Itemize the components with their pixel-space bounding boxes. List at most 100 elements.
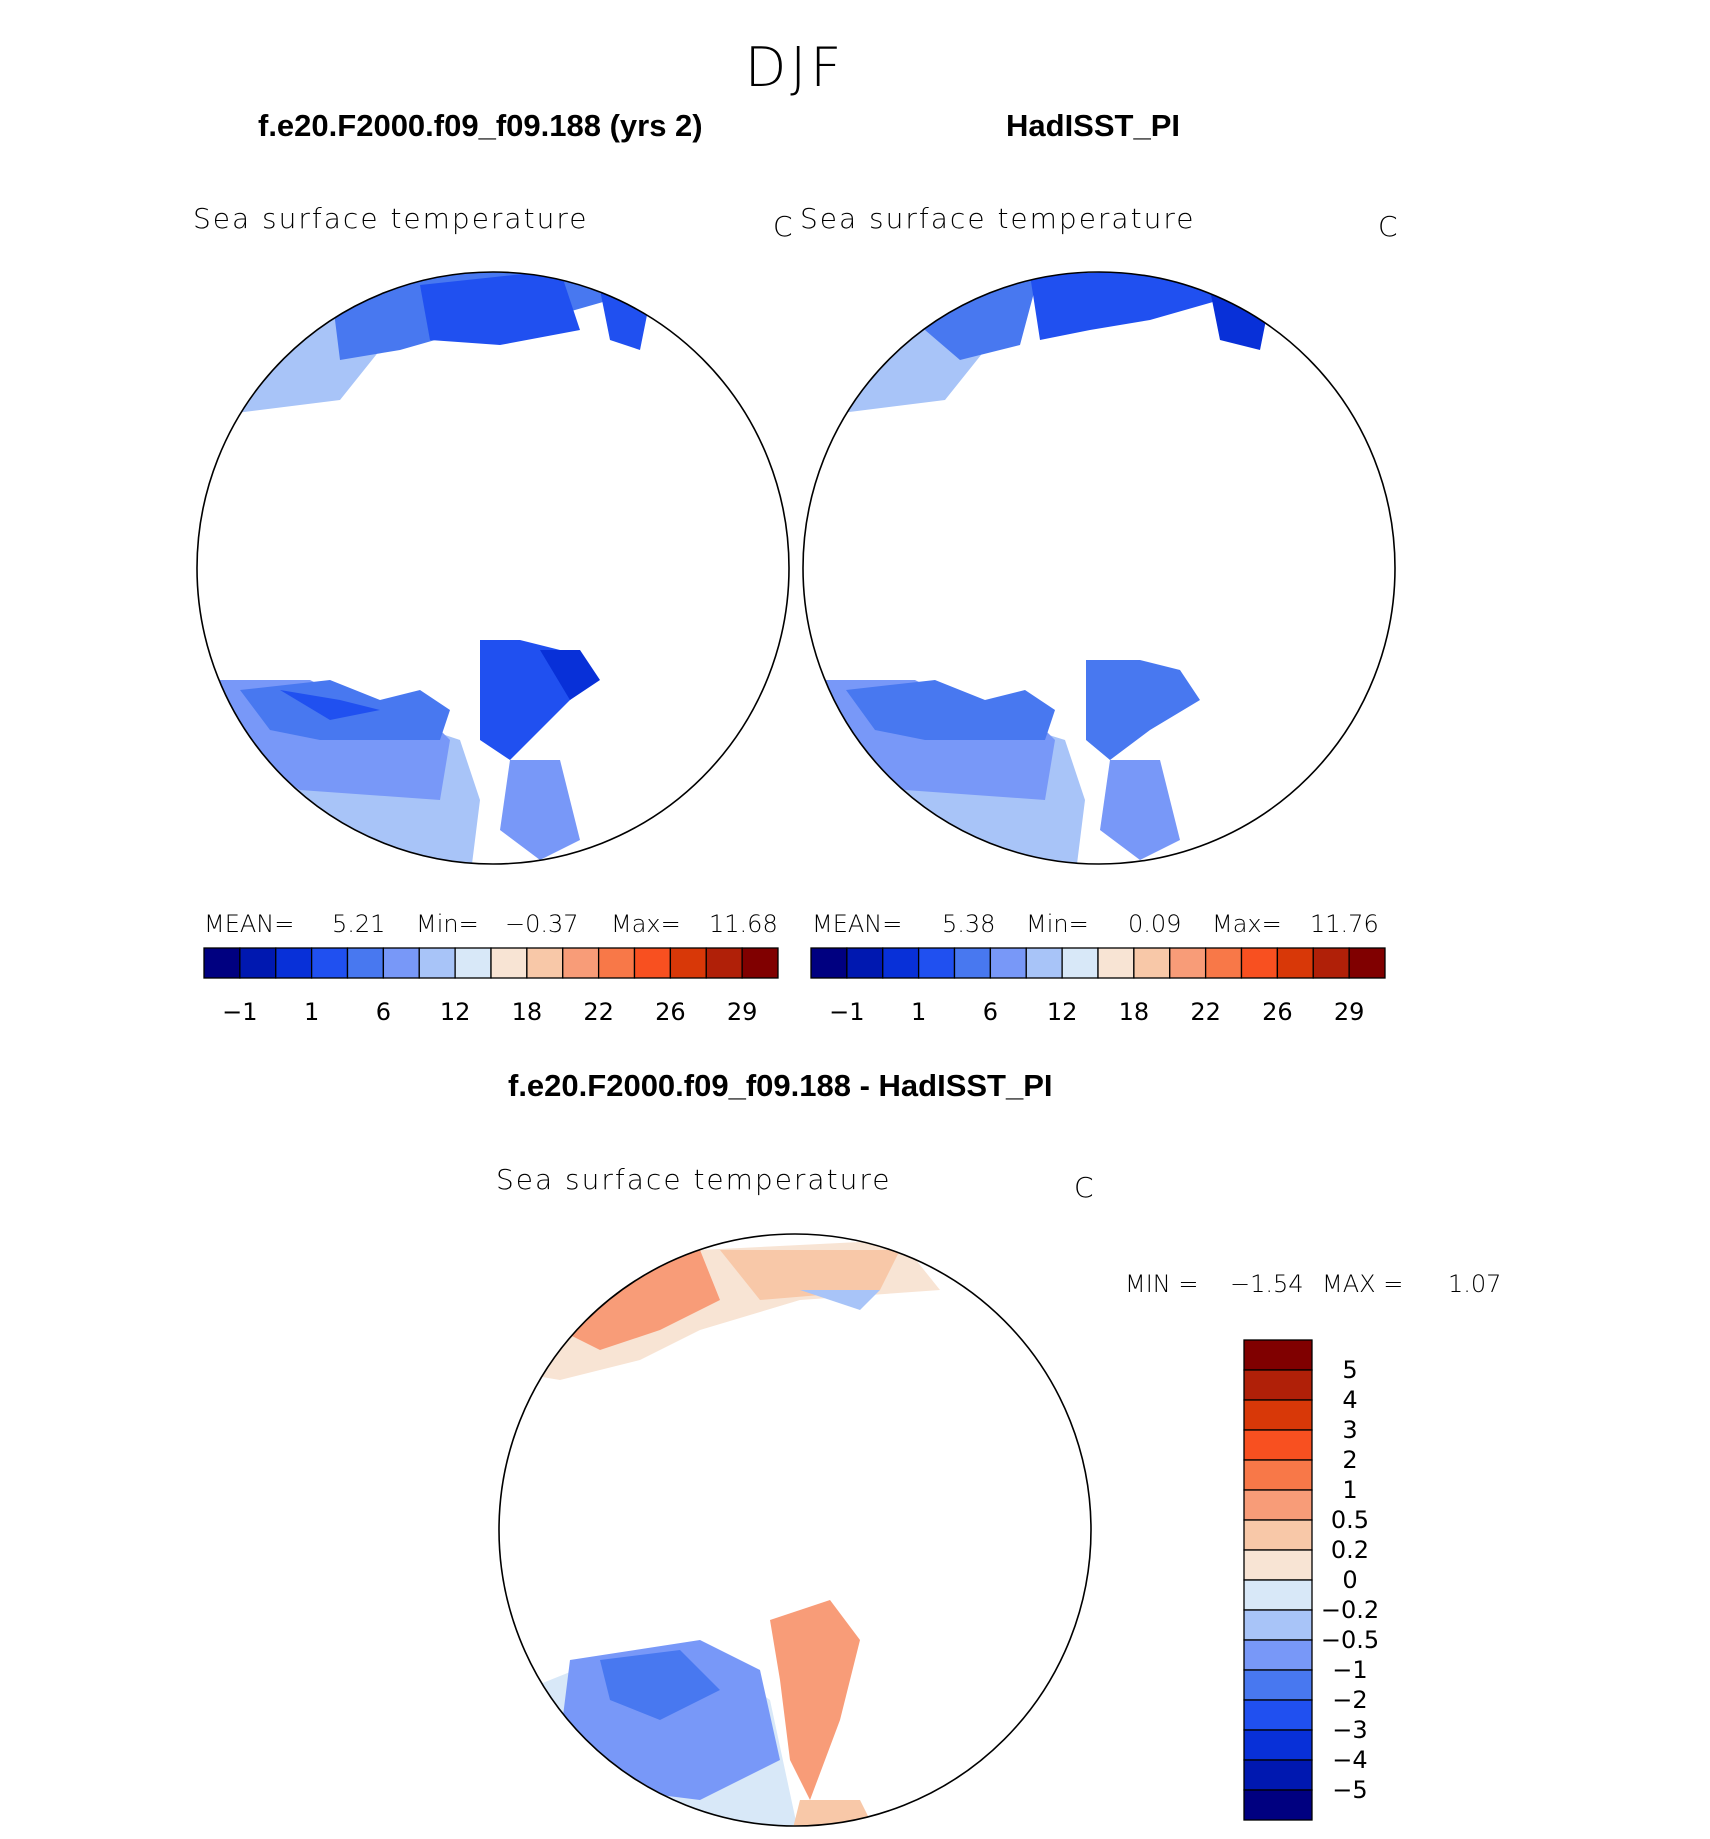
- colorbar-panel2-tick-label: −1: [829, 998, 864, 1026]
- panel2-title: HadISST_PI: [1006, 108, 1180, 143]
- colorbar-panel1-tick-label: 6: [376, 998, 391, 1026]
- colorbar-panel3-swatch: [1243, 1729, 1313, 1761]
- colorbar-panel3-swatch: [1243, 1639, 1313, 1671]
- panel3-max-label: MAX =: [1322, 1270, 1404, 1298]
- colorbar-panel2-swatch: [989, 947, 1027, 979]
- map-panel2: [802, 271, 1396, 865]
- colorbar-panel1-swatch: [741, 947, 779, 979]
- panel1-mean-value: 5.21: [332, 910, 386, 938]
- colorbar-panel2: −1 1 6 12 18 22 26 29: [810, 947, 1386, 1026]
- colorbar-panel3-tick-label: −4: [1332, 1746, 1367, 1774]
- colorbar-panel3-tick-label: −1: [1332, 1656, 1367, 1684]
- colorbar-panel1-tick-label: 12: [440, 998, 471, 1026]
- colorbar-panel2-swatch: [1133, 947, 1171, 979]
- colorbar-panel3-tick-label: 0: [1342, 1566, 1357, 1594]
- colorbar-panel3-swatch: [1243, 1699, 1313, 1731]
- panel1-min-value: −0.37: [505, 910, 579, 938]
- colorbar-panel2-swatch: [1025, 947, 1063, 979]
- colorbar-panel1-swatch: [562, 947, 600, 979]
- colorbar-panel3-tick-label: 0.2: [1331, 1536, 1369, 1564]
- panel2-max-label: Max=: [1212, 910, 1282, 938]
- colorbar-panel3-swatch: [1243, 1789, 1313, 1821]
- colorbar-panel2-tick-label: 12: [1047, 998, 1078, 1026]
- colorbar-panel2-tick-label: 29: [1334, 998, 1365, 1026]
- panel1-min-label: Min=: [416, 910, 479, 938]
- colorbar-panel3-tick-label: 0.5: [1331, 1506, 1369, 1534]
- colorbar-panel2-swatch: [1240, 947, 1279, 979]
- colorbar-panel1: −1 1 6 12 18 22 26 29: [203, 947, 779, 1026]
- map-panel1-border: [196, 271, 790, 865]
- panel3-max-value: 1.07: [1448, 1270, 1502, 1298]
- panel2-variable: Sea surface temperature: [800, 202, 1196, 235]
- colorbar-panel1-swatch: [239, 947, 277, 979]
- colorbar-panel1-swatch: [382, 947, 420, 979]
- colorbar-panel3-tick-label: −0.5: [1321, 1626, 1379, 1654]
- panel3-title: f.e20.F2000.f09_f09.188 - HadISST_PI: [508, 1068, 1053, 1103]
- panel2-min-label: Min=: [1026, 910, 1089, 938]
- colorbar-panel1-swatch: [454, 947, 492, 979]
- panel2-mean-label: MEAN=: [812, 910, 903, 938]
- panel1-units: C: [773, 210, 795, 243]
- colorbar-panel2-swatch: [1348, 947, 1386, 979]
- colorbar-panel2-swatch: [1204, 947, 1243, 979]
- map-panel1: [196, 271, 790, 865]
- map-panel3: [498, 1233, 1092, 1827]
- colorbar-panel3-swatch: [1243, 1369, 1313, 1401]
- map-panel3-border: [498, 1233, 1092, 1827]
- colorbar-panel3-swatch: [1243, 1459, 1313, 1491]
- colorbar-panel1-swatch: [310, 947, 349, 979]
- colorbar-panel3-swatch: [1243, 1489, 1313, 1521]
- colorbar-panel3-swatch: [1243, 1429, 1313, 1461]
- colorbar-panel3-tick-label: 4: [1342, 1386, 1357, 1414]
- colorbar-panel3-swatch: [1243, 1519, 1313, 1551]
- colorbar-panel1-tick-label: −1: [222, 998, 257, 1026]
- map-panel2-field: [803, 272, 1270, 864]
- colorbar-panel2-tick-label: 6: [983, 998, 998, 1026]
- panel3-min-value: −1.54: [1230, 1270, 1304, 1298]
- colorbar-panel2-swatch: [1097, 947, 1135, 979]
- map-panel2-border: [802, 271, 1396, 865]
- colorbar-panel1-swatch: [346, 947, 385, 979]
- colorbar-panel3-tick-label: −0.2: [1321, 1596, 1379, 1624]
- panel2-mean-value: 5.38: [942, 910, 996, 938]
- panel1-variable: Sea surface temperature: [193, 202, 589, 235]
- colorbar-panel2-swatch: [1312, 947, 1350, 979]
- colorbar-panel3-swatch: [1243, 1549, 1313, 1581]
- colorbar-panel1-swatch: [526, 947, 564, 979]
- colorbar-panel1-swatch: [275, 947, 313, 979]
- colorbar-panel3-tick-label: 5: [1342, 1356, 1357, 1384]
- colorbar-panel2-swatch: [1061, 947, 1099, 979]
- panel2-min-value: 0.09: [1128, 910, 1182, 938]
- colorbar-panel3-tick-label: 1: [1342, 1476, 1357, 1504]
- colorbar-panel2-swatch: [1169, 947, 1207, 979]
- colorbar-panel3-swatch: [1243, 1609, 1313, 1641]
- panel2-max-value: 11.76: [1310, 910, 1379, 938]
- season-title: DJF: [744, 36, 846, 99]
- panel3-variable: Sea surface temperature: [496, 1163, 892, 1196]
- colorbar-panel3-swatch: [1243, 1669, 1313, 1701]
- panel2-units: C: [1378, 210, 1400, 243]
- panel3-min-label: MIN =: [1125, 1270, 1199, 1298]
- colorbar-panel1-tick-label: 22: [583, 998, 614, 1026]
- colorbar-panel2-swatch: [917, 947, 956, 979]
- panel1-title: f.e20.F2000.f09_f09.188 (yrs 2): [258, 108, 703, 143]
- map-panel1-field: [197, 272, 650, 864]
- colorbar-panel1-swatch: [597, 947, 636, 979]
- panel1-mean-label: MEAN=: [204, 910, 295, 938]
- colorbar-panel2-swatch: [953, 947, 992, 979]
- colorbar-panel1-tick-label: 18: [512, 998, 543, 1026]
- colorbar-panel3-tick-label: −3: [1332, 1716, 1367, 1744]
- colorbar-panel3-tick-label: −2: [1332, 1686, 1367, 1714]
- panel1-max-label: Max=: [611, 910, 681, 938]
- colorbar-panel3-swatch: [1243, 1399, 1313, 1431]
- colorbar-panel1-tick-label: 26: [655, 998, 686, 1026]
- colorbar-panel1-tick-label: 1: [304, 998, 319, 1026]
- colorbar-panel1-swatch: [490, 947, 528, 979]
- colorbar-panel2-swatch: [810, 947, 848, 979]
- colorbar-panel2-tick-label: 1: [911, 998, 926, 1026]
- colorbar-panel2-swatch: [1276, 947, 1314, 979]
- colorbar-panel2-tick-label: 22: [1190, 998, 1221, 1026]
